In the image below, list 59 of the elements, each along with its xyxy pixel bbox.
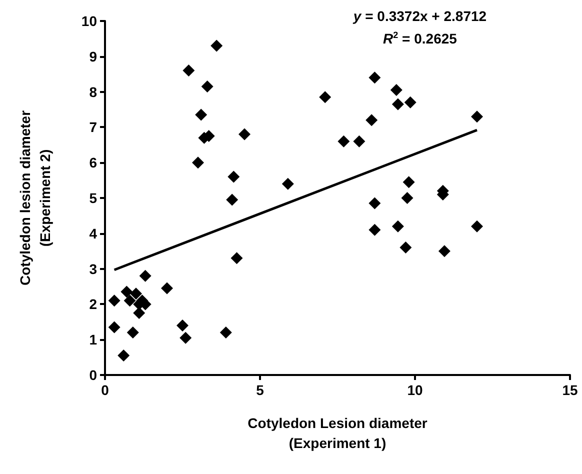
point (319, 91, 332, 104)
y-tick-label: 3 (89, 260, 98, 277)
x-tick-label: 15 (562, 382, 578, 398)
y-tick-label: 4 (89, 225, 98, 242)
y-tick-label: 8 (89, 84, 98, 100)
x-tick-label: 0 (101, 382, 110, 398)
point (400, 242, 412, 254)
y-tick-label: 10 (81, 13, 98, 29)
point (108, 294, 120, 307)
point (176, 319, 188, 332)
point (130, 288, 142, 300)
point (438, 245, 450, 258)
point (118, 350, 130, 362)
point (108, 321, 120, 334)
point (230, 252, 243, 264)
point (228, 170, 240, 183)
y-tick-label: 2 (89, 296, 98, 312)
point (161, 282, 173, 294)
point (471, 110, 483, 123)
y-tick-label: 9 (89, 48, 98, 64)
point (392, 220, 404, 232)
point (366, 114, 378, 126)
point (282, 178, 294, 190)
point (226, 194, 238, 206)
point (195, 108, 208, 121)
annotation: y = 0.3372x + 2.8712 (352, 8, 488, 24)
point (201, 80, 214, 92)
y-tick-label: 6 (89, 154, 98, 171)
point (368, 72, 381, 84)
point (238, 128, 250, 140)
point (471, 220, 483, 232)
point (192, 156, 204, 169)
x-tick-label: 10 (407, 382, 423, 398)
point (124, 294, 136, 307)
point (133, 307, 146, 320)
y-tick-label: 0 (89, 367, 98, 383)
x-axis-title: Cotyledon Lesion diameter (Experiment 1) (248, 415, 428, 451)
point (220, 326, 232, 339)
point (353, 135, 366, 148)
y-axis-title: Cotyledon lesion diameter (Experiment 2) (17, 110, 53, 286)
point (401, 192, 414, 204)
annotation: R$^{2}$ = 0.2625 (382, 30, 458, 47)
point (126, 326, 139, 339)
point (368, 197, 381, 210)
point (210, 40, 223, 52)
y-tick-label: 7 (89, 119, 98, 136)
point (120, 286, 133, 298)
point (402, 176, 415, 188)
y-tick-label: 1 (89, 332, 98, 348)
point (390, 84, 402, 96)
y-tick-label: 5 (89, 190, 98, 206)
point (338, 135, 350, 148)
point (392, 98, 404, 110)
x-tick-label: 5 (256, 382, 264, 398)
point (404, 96, 416, 108)
point (182, 64, 195, 77)
point (139, 270, 152, 282)
point (368, 224, 381, 236)
point (180, 332, 192, 344)
